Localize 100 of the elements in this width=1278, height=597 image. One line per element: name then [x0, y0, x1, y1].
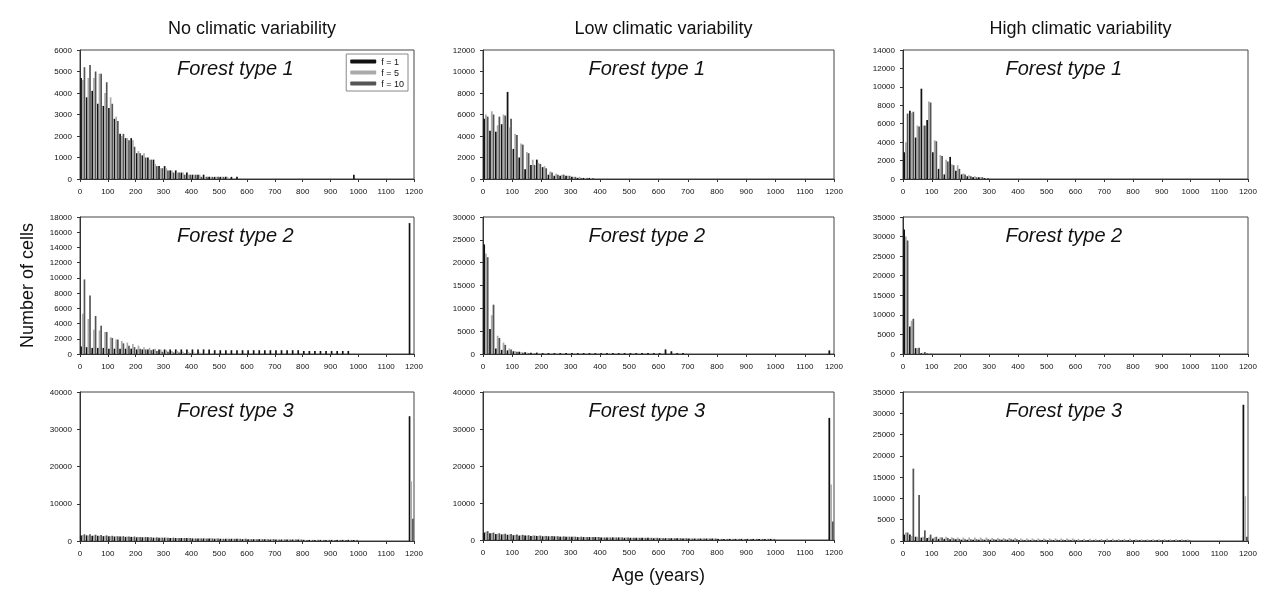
x-tick-label: 400 — [593, 361, 608, 371]
x-tick-label: 400 — [593, 547, 608, 557]
x-tick-label: 900 — [739, 361, 754, 371]
y-tick-label: 25000 — [872, 430, 896, 440]
x-tick-label: 800 — [295, 186, 310, 196]
chart-title: Low climatic variability — [574, 18, 753, 38]
x-tick-label: 0 — [900, 186, 906, 196]
x-tick-label: 200 — [128, 186, 143, 196]
y-tick-label: 16000 — [49, 227, 73, 237]
x-tick-label: 0 — [77, 548, 83, 558]
x-tick-label: 700 — [681, 361, 695, 371]
x-tick-label: 1200 — [405, 548, 424, 558]
y-tick-label: 0 — [890, 536, 896, 546]
y-tick-label: 12000 — [872, 63, 896, 73]
x-tick-label: 0 — [480, 547, 486, 557]
x-tick-label: 900 — [323, 361, 338, 371]
y-tick-label: 10000 — [452, 303, 476, 313]
x-tick-label: 1200 — [1239, 361, 1258, 371]
y-tick-label: 10000 — [872, 82, 896, 92]
x-tick-label: 700 — [1097, 548, 1112, 558]
x-tick-label: 900 — [1155, 548, 1169, 558]
x-tick-label: 500 — [622, 186, 637, 196]
y-tick-label: 20000 — [452, 258, 476, 268]
x-tick-label: 200 — [534, 547, 549, 557]
legend-label: f = 5 — [381, 67, 399, 78]
x-tick-label: 800 — [710, 547, 725, 557]
legend-label: f = 10 — [381, 78, 405, 89]
legend-label: f = 1 — [381, 56, 399, 67]
annotation: Forest type 1 — [1005, 57, 1123, 79]
x-tick-label: 500 — [1040, 361, 1054, 371]
y-tick-label: 6000 — [457, 110, 476, 119]
x-tick-label: 1000 — [1181, 186, 1200, 196]
x-tick-label: 1100 — [377, 548, 396, 558]
x-tick-label: 300 — [156, 548, 171, 558]
y-tick-label: 0 — [890, 174, 896, 184]
x-tick-label: 100 — [101, 548, 116, 558]
y-tick-label: 20000 — [452, 461, 476, 471]
x-tick-label: 1200 — [1239, 548, 1258, 558]
x-tick-label: 600 — [1068, 361, 1083, 371]
y-tick-label: 0 — [470, 349, 476, 359]
annotation: Forest type 1 — [588, 57, 706, 79]
x-tick-label: 1100 — [377, 186, 396, 196]
x-tick-label: 1200 — [405, 186, 424, 196]
y-tick-label: 40000 — [452, 387, 476, 397]
x-axis-title: Age (years) — [611, 565, 706, 585]
y-tick-label: 25000 — [452, 235, 476, 245]
y-tick-label: 3000 — [54, 110, 73, 119]
x-tick-label: 300 — [564, 186, 578, 196]
y-tick-label: 6000 — [877, 119, 896, 129]
x-tick-label: 300 — [564, 547, 578, 557]
x-tick-label: 200 — [128, 361, 143, 371]
x-tick-label: 800 — [1126, 186, 1141, 196]
x-tick-label: 600 — [1068, 186, 1083, 196]
x-tick-label: 0 — [480, 361, 486, 371]
y-tick-label: 5000 — [54, 67, 73, 76]
x-tick-label: 100 — [505, 547, 520, 557]
x-tick-label: 1000 — [349, 361, 368, 371]
y-tick-label: 25000 — [872, 251, 896, 261]
x-tick-label: 1100 — [1210, 186, 1229, 196]
x-tick-label: 800 — [710, 186, 725, 196]
y-tick-label: 18000 — [49, 212, 73, 222]
annotation: Forest type 3 — [588, 399, 706, 421]
x-tick-label: 500 — [622, 361, 637, 371]
x-tick-label: 1000 — [349, 548, 368, 558]
x-tick-label: 500 — [1040, 548, 1054, 558]
y-tick-label: 30000 — [872, 232, 896, 242]
y-tick-label: 10000 — [452, 498, 476, 508]
x-tick-label: 800 — [295, 361, 310, 371]
y-tick-label: 15000 — [452, 281, 476, 290]
x-tick-label: 1200 — [825, 547, 844, 557]
y-tick-label: 12000 — [452, 45, 476, 55]
y-tick-label: 4000 — [54, 319, 73, 329]
x-tick-label: 1000 — [349, 186, 368, 196]
x-tick-label: 200 — [534, 361, 549, 371]
x-tick-label: 0 — [77, 186, 83, 196]
x-tick-label: 300 — [564, 361, 578, 371]
x-tick-label: 1000 — [766, 186, 785, 196]
y-tick-label: 0 — [890, 349, 896, 359]
annotation: Forest type 2 — [1005, 224, 1123, 246]
x-tick-label: 900 — [739, 547, 754, 557]
annotation: Forest type 2 — [177, 224, 294, 246]
annotation: Forest type 3 — [1005, 399, 1123, 421]
y-tick-label: 10000 — [872, 493, 896, 503]
y-tick-label: 30000 — [452, 212, 476, 222]
x-tick-label: 700 — [1097, 361, 1112, 371]
x-tick-label: 800 — [710, 361, 725, 371]
x-tick-label: 700 — [681, 186, 695, 196]
y-tick-label: 20000 — [872, 271, 896, 281]
y-tick-label: 8000 — [457, 88, 476, 98]
x-tick-label: 100 — [925, 548, 939, 558]
x-tick-label: 600 — [651, 547, 666, 557]
x-tick-label: 600 — [240, 361, 255, 371]
x-tick-label: 400 — [184, 361, 199, 371]
x-tick-label: 700 — [268, 186, 283, 196]
x-tick-label: 500 — [1040, 186, 1054, 196]
x-tick-label: 1000 — [766, 361, 785, 371]
x-tick-label: 600 — [651, 186, 666, 196]
y-tick-label: 2000 — [54, 131, 73, 141]
x-tick-label: 400 — [1011, 548, 1026, 558]
y-tick-label: 10000 — [49, 499, 73, 509]
